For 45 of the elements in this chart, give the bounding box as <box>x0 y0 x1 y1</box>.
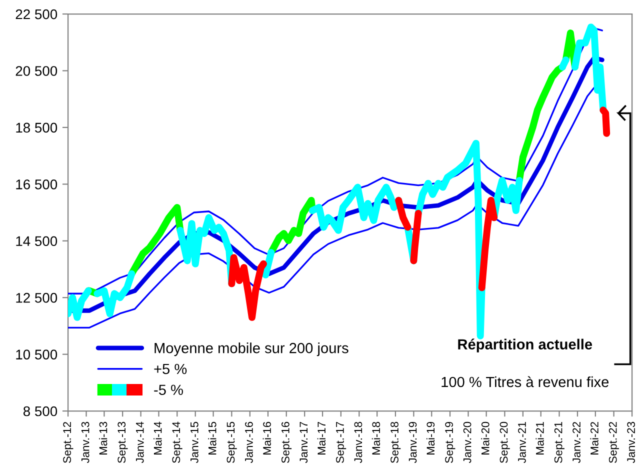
y-tick-label: 8 500 <box>23 406 58 416</box>
x-tick-label: Sept.-12 <box>63 422 74 463</box>
x-tick-label: Mai-18 <box>372 422 380 454</box>
x-tick-label: Sept.-16 <box>281 422 292 463</box>
legend-label: -5 % <box>154 384 183 396</box>
x-tick-label: Sept.-20 <box>500 422 510 463</box>
x-tick-label: Janv.-17 <box>300 422 308 464</box>
x-tick-label: Sept.-13 <box>118 422 128 463</box>
x-tick-label: Sept.-22 <box>608 422 619 463</box>
x-tick-label: Sept.-14 <box>172 422 182 463</box>
x-tick-label: Mai-16 <box>262 422 271 454</box>
y-tick-label: 16 500 <box>16 179 58 190</box>
y-tick-label: 18 500 <box>16 122 58 133</box>
legend-label: Moyenne mobile sur 200 jours <box>154 342 348 356</box>
x-tick-label: Sept.-18 <box>390 422 401 463</box>
x-tick-label: Janv.-16 <box>245 422 253 464</box>
x-tick-label: Janv.-20 <box>463 422 472 464</box>
y-tick-label: 22 500 <box>16 9 58 20</box>
x-tick-label: Sept.-21 <box>554 422 564 463</box>
x-tick-label: Mai-17 <box>317 422 326 454</box>
y-tick-label: 14 500 <box>16 236 58 246</box>
x-tick-label: Sept.-19 <box>445 422 456 463</box>
x-tick-label: Mai-21 <box>536 422 544 454</box>
x-tick-label: Janv.-14 <box>136 422 144 464</box>
x-tick-label: Janv.-21 <box>518 422 526 464</box>
x-tick-label: Janv.-23 <box>627 422 636 464</box>
x-tick-label: Sept.-15 <box>226 422 237 463</box>
annotation: Répartition actuelle <box>458 338 592 352</box>
annotation: 100 % Titres à revenu fixe <box>442 376 609 388</box>
y-tick-label: 20 500 <box>16 66 58 76</box>
x-tick-label: Mai-20 <box>481 422 490 454</box>
y-tick-label: 10 500 <box>16 350 58 360</box>
x-tick-label: Janv.-22 <box>572 422 580 464</box>
x-tick-label: Mai-22 <box>590 422 598 454</box>
y-tick-label: 12 500 <box>16 292 58 303</box>
x-tick-label: Janv.-19 <box>408 422 417 464</box>
x-tick-label: Mai-13 <box>99 422 108 454</box>
x-tick-label: Janv.-13 <box>81 422 90 464</box>
x-tick-label: Mai-19 <box>426 422 435 454</box>
x-tick-label: Sept.-17 <box>336 422 346 463</box>
legend-label: +5 % <box>154 364 187 374</box>
x-tick-label: Janv.-18 <box>354 422 362 464</box>
x-tick-label: Mai-15 <box>208 422 216 454</box>
x-tick-label: Mai-14 <box>154 422 162 454</box>
x-tick-label: Janv.-15 <box>190 422 198 464</box>
